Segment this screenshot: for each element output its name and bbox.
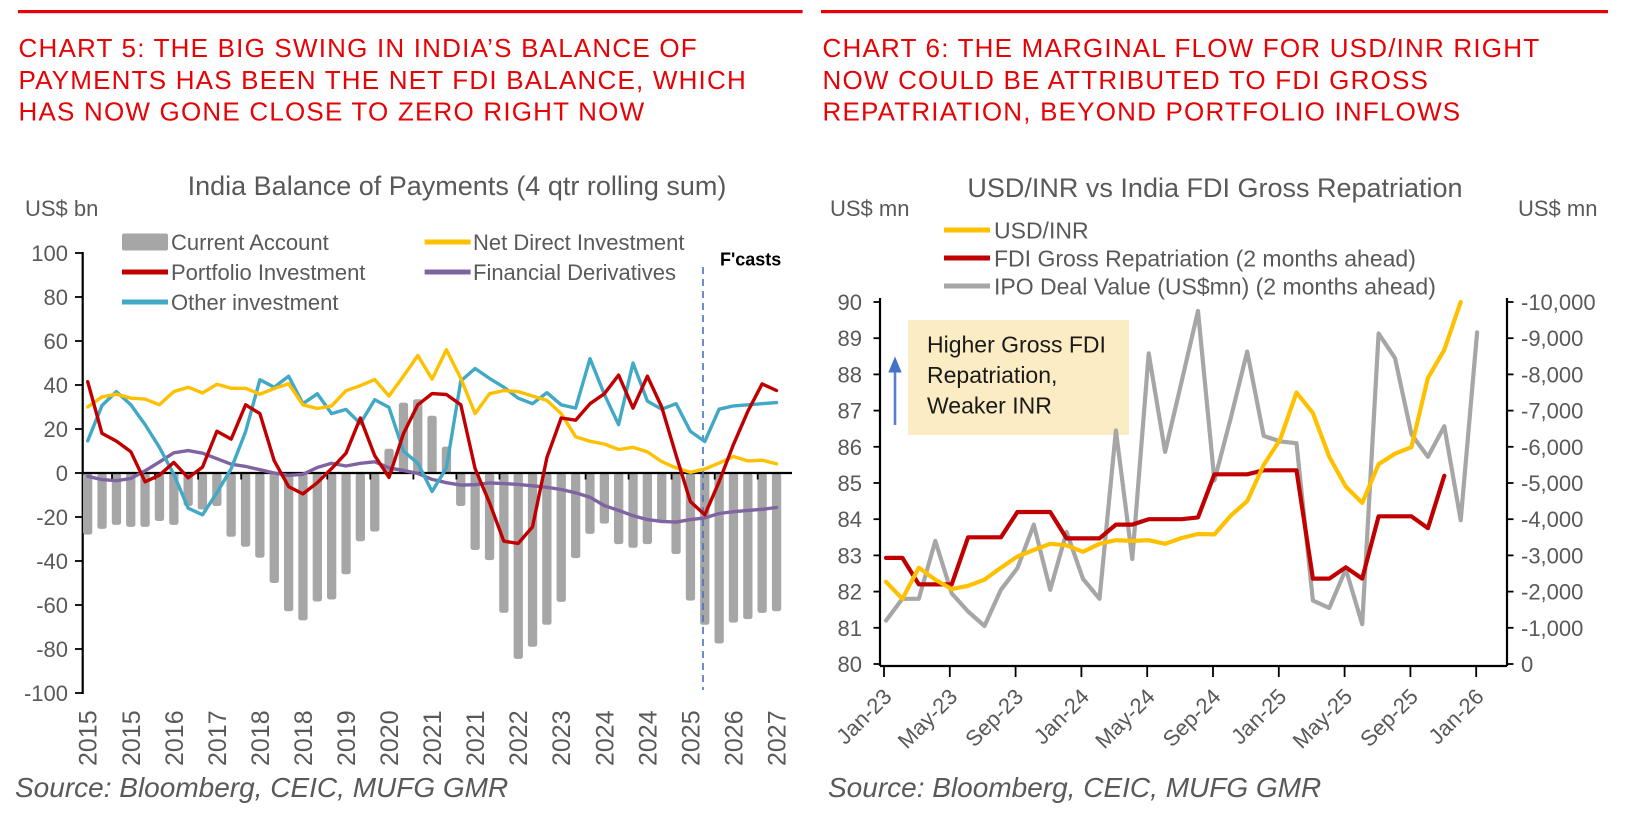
svg-text:87: 87: [838, 399, 862, 424]
svg-text:F'casts: F'casts: [720, 250, 781, 270]
svg-text:-1,000: -1,000: [1521, 616, 1583, 641]
svg-text:84: 84: [838, 507, 862, 532]
svg-text:2024: 2024: [591, 710, 619, 766]
svg-text:IPO Deal Value (US$mn) (2 mont: IPO Deal Value (US$mn) (2 months ahead): [994, 273, 1436, 299]
svg-text:2016: 2016: [161, 710, 189, 766]
svg-text:FDI Gross Repatriation (2 mont: FDI Gross Repatriation (2 months ahead): [994, 245, 1416, 271]
svg-text:US$ mn: US$ mn: [830, 196, 909, 221]
svg-text:REPATRIATION, BEYOND PORTFOLIO: REPATRIATION, BEYOND PORTFOLIO INFLOWS: [823, 97, 1462, 127]
svg-text:2024: 2024: [634, 710, 662, 766]
svg-text:CHART 5: THE BIG SWING IN INDI: CHART 5: THE BIG SWING IN INDIA’S BALANC…: [19, 33, 698, 63]
svg-text:HAS NOW GONE CLOSE TO ZERO RIG: HAS NOW GONE CLOSE TO ZERO RIGHT NOW: [19, 97, 646, 127]
svg-text:Higher Gross FDI: Higher Gross FDI: [927, 332, 1106, 358]
svg-text:-40: -40: [36, 549, 68, 574]
svg-text:US$ bn: US$ bn: [25, 196, 98, 221]
svg-text:2018: 2018: [247, 710, 275, 766]
svg-text:2026: 2026: [721, 710, 749, 766]
svg-text:2023: 2023: [548, 710, 576, 766]
svg-text:-80: -80: [36, 637, 68, 662]
svg-text:83: 83: [838, 543, 862, 568]
svg-text:-20: -20: [36, 505, 68, 530]
svg-text:Weaker INR: Weaker INR: [927, 393, 1052, 419]
svg-text:Source: Bloomberg, CEIC, MUFG: Source: Bloomberg, CEIC, MUFG GMR: [828, 772, 1321, 803]
svg-text:-100: -100: [24, 681, 68, 706]
svg-text:40: 40: [44, 373, 68, 398]
svg-text:2025: 2025: [677, 710, 705, 766]
svg-text:NOW COULD BE ATTRIBUTED TO FDI: NOW COULD BE ATTRIBUTED TO FDI GROSS: [823, 65, 1430, 95]
svg-text:Current Account: Current Account: [171, 230, 329, 255]
svg-text:US$ mn: US$ mn: [1518, 196, 1597, 221]
svg-text:88: 88: [838, 362, 862, 387]
svg-text:100: 100: [31, 241, 68, 266]
svg-text:-10,000: -10,000: [1521, 290, 1596, 315]
svg-text:-4,000: -4,000: [1521, 507, 1583, 532]
svg-text:-3,000: -3,000: [1521, 543, 1583, 568]
svg-text:2021: 2021: [419, 710, 447, 766]
svg-text:80: 80: [838, 652, 862, 677]
svg-text:-9,000: -9,000: [1521, 326, 1583, 351]
svg-text:-5,000: -5,000: [1521, 471, 1583, 496]
svg-text:2018: 2018: [290, 710, 318, 766]
svg-text:2017: 2017: [204, 710, 232, 766]
svg-text:Net Direct Investment: Net Direct Investment: [473, 230, 685, 255]
svg-text:82: 82: [838, 580, 862, 605]
svg-text:CHART 6: THE MARGINAL FLOW FOR: CHART 6: THE MARGINAL FLOW FOR USD/INR R…: [823, 33, 1541, 63]
svg-text:80: 80: [44, 285, 68, 310]
svg-text:60: 60: [44, 329, 68, 354]
svg-text:USD/INR: USD/INR: [994, 217, 1089, 243]
svg-text:81: 81: [838, 616, 862, 641]
svg-text:-6,000: -6,000: [1521, 435, 1583, 460]
svg-text:85: 85: [838, 471, 862, 496]
svg-text:USD/INR vs India FDI Gross Rep: USD/INR vs India FDI Gross Repatriation: [967, 173, 1462, 203]
svg-text:2020: 2020: [376, 710, 404, 766]
svg-text:20: 20: [44, 417, 68, 442]
svg-text:2021: 2021: [462, 710, 490, 766]
svg-text:0: 0: [56, 461, 68, 486]
svg-text:2022: 2022: [505, 710, 533, 766]
svg-text:-60: -60: [36, 593, 68, 618]
svg-text:2019: 2019: [333, 710, 361, 766]
svg-text:India Balance of Payments (4 q: India Balance of Payments (4 qtr rolling…: [188, 171, 727, 201]
svg-text:Repatriation,: Repatriation,: [927, 362, 1057, 388]
svg-text:89: 89: [838, 326, 862, 351]
svg-text:-8,000: -8,000: [1521, 362, 1583, 387]
svg-text:86: 86: [838, 435, 862, 460]
svg-text:2015: 2015: [75, 710, 103, 766]
svg-text:2015: 2015: [118, 710, 146, 766]
svg-text:-2,000: -2,000: [1521, 580, 1583, 605]
svg-text:Source: Bloomberg, CEIC, MUFG: Source: Bloomberg, CEIC, MUFG GMR: [15, 772, 508, 803]
svg-text:2027: 2027: [764, 710, 792, 766]
svg-text:Financial Derivatives: Financial Derivatives: [473, 260, 676, 285]
svg-text:0: 0: [1521, 652, 1533, 677]
svg-text:Other investment: Other investment: [171, 290, 339, 315]
svg-text:-7,000: -7,000: [1521, 399, 1583, 424]
svg-text:PAYMENTS HAS BEEN THE NET FDI: PAYMENTS HAS BEEN THE NET FDI BALANCE, W…: [19, 65, 747, 95]
svg-text:Portfolio Investment: Portfolio Investment: [171, 260, 365, 285]
svg-text:90: 90: [838, 290, 862, 315]
